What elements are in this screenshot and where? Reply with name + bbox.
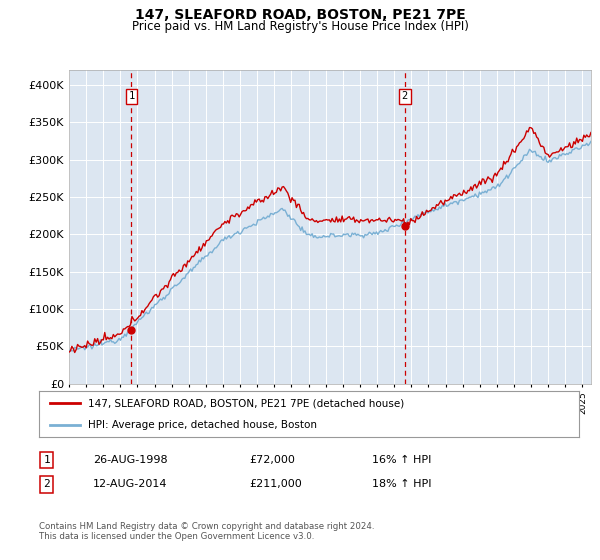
Text: 2: 2 [43, 479, 50, 489]
Text: 26-AUG-1998: 26-AUG-1998 [93, 455, 167, 465]
Text: 147, SLEAFORD ROAD, BOSTON, PE21 7PE (detached house): 147, SLEAFORD ROAD, BOSTON, PE21 7PE (de… [88, 398, 404, 408]
Text: Contains HM Land Registry data © Crown copyright and database right 2024.
This d: Contains HM Land Registry data © Crown c… [39, 522, 374, 542]
Text: 12-AUG-2014: 12-AUG-2014 [93, 479, 167, 489]
Text: 2: 2 [401, 91, 408, 101]
Text: 1: 1 [43, 455, 50, 465]
Text: 147, SLEAFORD ROAD, BOSTON, PE21 7PE: 147, SLEAFORD ROAD, BOSTON, PE21 7PE [134, 8, 466, 22]
Text: £211,000: £211,000 [249, 479, 302, 489]
Text: £72,000: £72,000 [249, 455, 295, 465]
Text: 18% ↑ HPI: 18% ↑ HPI [372, 479, 431, 489]
Text: 1: 1 [128, 91, 134, 101]
Text: 16% ↑ HPI: 16% ↑ HPI [372, 455, 431, 465]
Text: Price paid vs. HM Land Registry's House Price Index (HPI): Price paid vs. HM Land Registry's House … [131, 20, 469, 33]
Text: HPI: Average price, detached house, Boston: HPI: Average price, detached house, Bost… [88, 421, 317, 430]
